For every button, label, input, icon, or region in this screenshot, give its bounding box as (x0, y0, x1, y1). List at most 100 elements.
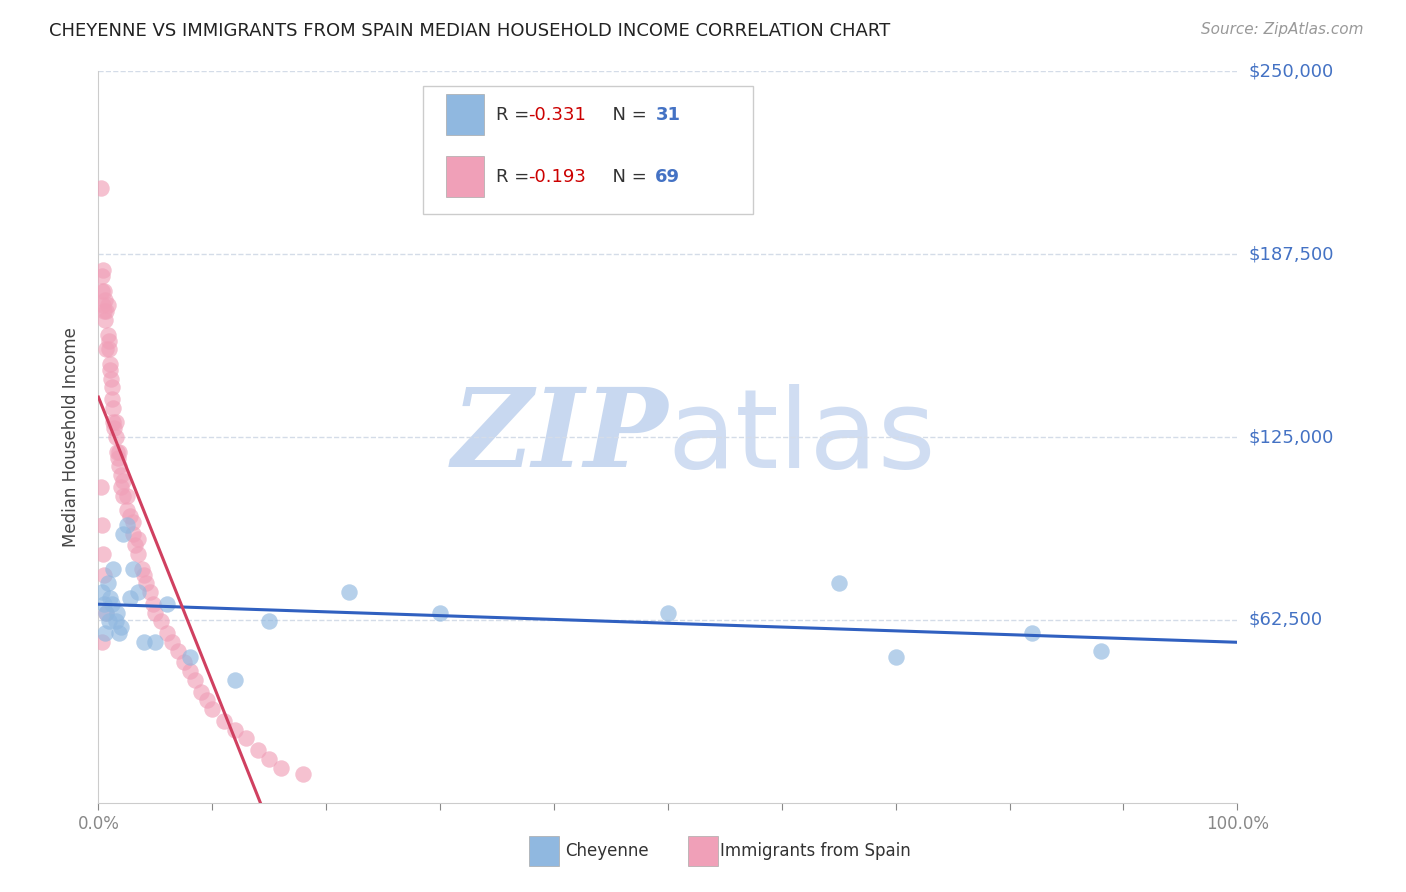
Point (131, 562, 153, 576)
Point (120, 509, 142, 524)
Text: 69: 69 (655, 168, 681, 186)
Point (96, 606, 118, 620)
Point (103, 562, 125, 576)
Point (91, 263, 114, 277)
Point (104, 615, 127, 629)
Point (145, 635, 167, 649)
Y-axis label: Median Household Income: Median Household Income (62, 327, 80, 547)
Point (96, 606, 118, 620)
Point (97, 334, 120, 348)
Point (156, 597, 179, 611)
Point (337, 585, 360, 599)
Point (224, 723, 246, 737)
FancyBboxPatch shape (423, 86, 754, 214)
Point (184, 673, 207, 687)
Point (121, 562, 143, 576)
Point (103, 416, 125, 430)
Point (110, 480, 132, 494)
Point (132, 635, 155, 649)
Point (124, 538, 146, 552)
Text: atlas: atlas (668, 384, 936, 491)
Point (90, 181, 112, 195)
Point (90, 269, 112, 284)
Point (190, 684, 212, 698)
Point (93, 304, 115, 318)
Point (127, 547, 149, 561)
Point (1090, 643, 1112, 657)
Point (104, 430, 127, 444)
Point (90, 585, 112, 599)
Point (107, 450, 129, 465)
Point (98, 591, 121, 605)
Point (127, 533, 149, 547)
Point (91, 547, 114, 561)
Point (94, 626, 117, 640)
Point (135, 576, 157, 591)
Text: 31: 31 (655, 105, 681, 123)
Text: $187,500: $187,500 (1249, 245, 1334, 263)
Point (96, 343, 118, 357)
Point (1021, 626, 1043, 640)
Text: $125,000: $125,000 (1249, 428, 1334, 446)
Point (828, 576, 851, 591)
FancyBboxPatch shape (689, 836, 718, 866)
Point (90, 480, 112, 494)
Text: $62,500: $62,500 (1249, 611, 1323, 629)
Point (90, 284, 112, 298)
Text: Immigrants from Spain: Immigrants from Spain (720, 842, 911, 860)
Point (167, 643, 190, 657)
Text: R =: R = (496, 105, 534, 123)
Point (98, 357, 121, 371)
Point (246, 743, 269, 757)
Point (179, 649, 201, 664)
FancyBboxPatch shape (446, 156, 485, 197)
Point (884, 649, 907, 664)
Text: CHEYENNE VS IMMIGRANTS FROM SPAIN MEDIAN HOUSEHOLD INCOME CORRELATION CHART: CHEYENNE VS IMMIGRANTS FROM SPAIN MEDIAN… (49, 22, 890, 40)
Point (179, 664, 201, 678)
Point (105, 606, 128, 620)
Point (90, 517, 112, 532)
Point (657, 606, 679, 620)
Point (270, 761, 292, 775)
Point (100, 371, 122, 385)
Point (91, 298, 114, 312)
Point (259, 615, 281, 629)
Point (103, 401, 125, 415)
Point (101, 597, 124, 611)
Text: -0.331: -0.331 (527, 105, 586, 123)
Point (235, 731, 257, 746)
Point (173, 656, 195, 670)
Point (110, 620, 132, 634)
Point (145, 606, 167, 620)
Point (101, 392, 124, 406)
Point (90, 635, 112, 649)
Point (156, 626, 179, 640)
Point (115, 489, 138, 503)
Point (115, 503, 138, 517)
Text: Source: ZipAtlas.com: Source: ZipAtlas.com (1201, 22, 1364, 37)
Point (97, 343, 120, 357)
Text: -0.193: -0.193 (527, 168, 586, 186)
Point (127, 585, 149, 599)
Point (292, 766, 315, 780)
Point (150, 615, 173, 629)
Text: Cheyenne: Cheyenne (565, 842, 650, 860)
Point (142, 597, 165, 611)
Point (195, 693, 218, 707)
Point (98, 363, 121, 377)
Point (96, 327, 118, 342)
Point (94, 313, 117, 327)
Point (93, 597, 115, 611)
Point (112, 489, 135, 503)
Text: ZIP: ZIP (451, 384, 668, 491)
Point (104, 416, 127, 430)
Point (96, 576, 118, 591)
Point (110, 468, 132, 483)
Point (96, 298, 118, 312)
Point (108, 459, 131, 474)
Point (121, 515, 143, 529)
Point (94, 293, 117, 307)
Point (93, 284, 115, 298)
Point (259, 752, 281, 766)
Point (121, 526, 143, 541)
